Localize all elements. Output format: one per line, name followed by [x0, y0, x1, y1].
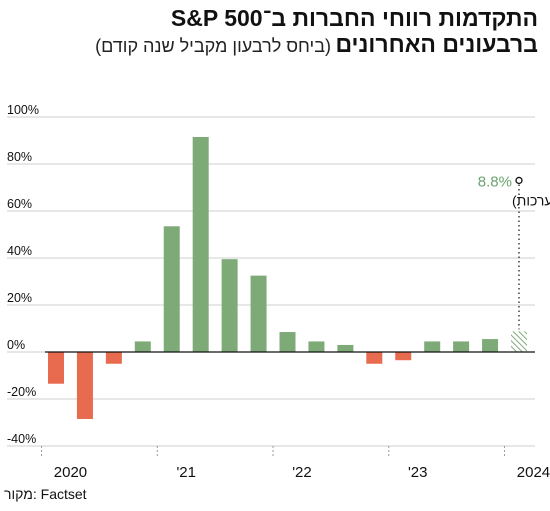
bar-estimate — [511, 331, 527, 352]
y-tick-label: -40% — [7, 432, 36, 446]
y-tick-label: 60% — [7, 197, 32, 211]
bar — [453, 341, 470, 352]
subtitle-light: (ביחס לרבעון מקביל שנה קודם) — [95, 36, 331, 56]
bar — [105, 352, 122, 364]
bar — [366, 352, 383, 364]
bar — [308, 341, 325, 352]
bar — [279, 332, 296, 352]
bar — [337, 344, 354, 352]
bar — [163, 226, 180, 352]
x-tick-label: '22 — [292, 464, 312, 481]
bar — [424, 341, 441, 352]
x-tick-label: '23 — [408, 464, 428, 481]
y-tick-label: 100% — [7, 103, 39, 117]
y-tick-label: 20% — [7, 291, 32, 305]
bar — [395, 352, 412, 361]
subtitle-bold: ברבעונים האחרונים — [335, 31, 538, 57]
bar — [134, 341, 151, 352]
bar — [192, 136, 209, 352]
bar — [482, 339, 499, 352]
bar — [221, 259, 238, 352]
bar — [48, 352, 64, 384]
chart-title: התקדמות רווחי החברות ב־S&P 500 — [170, 5, 538, 31]
y-tick-label: 0% — [7, 338, 25, 352]
chart-subtitle: ברבעונים האחרונים (ביחס לרבעון מקביל שנה… — [95, 31, 538, 61]
y-tick-label: 80% — [7, 150, 32, 164]
annotation-dot — [515, 176, 523, 185]
annotation-value: 8.8% — [478, 173, 512, 190]
source-note: מקור: Factset — [4, 486, 87, 502]
bar — [250, 275, 267, 352]
x-tick-label: '21 — [176, 464, 196, 481]
bar — [76, 352, 93, 419]
x-tick-label: 2024 — [517, 464, 550, 481]
y-tick-label: 40% — [7, 244, 32, 258]
x-tick-label: 2020 — [54, 464, 87, 481]
y-tick-label: -20% — [7, 385, 36, 399]
annotation-label: (הערכות) — [512, 192, 550, 208]
